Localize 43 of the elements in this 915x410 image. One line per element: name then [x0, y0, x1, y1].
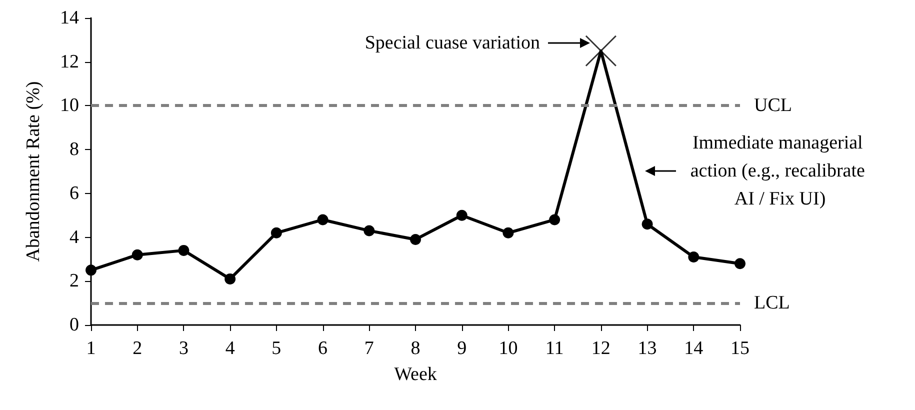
y-tick-label: 4 [70, 226, 80, 248]
point [270, 227, 282, 238]
x-tick-label: 12 [591, 338, 610, 359]
point [502, 227, 514, 238]
y-axis-title: Abandonment Rate (%) [23, 81, 44, 262]
x-tick-label: 14 [684, 338, 704, 359]
point [734, 258, 746, 270]
x-tick-label: 3 [178, 338, 188, 359]
point [178, 244, 190, 256]
point [317, 214, 328, 226]
point [456, 210, 468, 221]
y-tick-label: 12 [60, 51, 79, 72]
point [642, 218, 653, 230]
point [86, 264, 96, 276]
point [132, 249, 143, 260]
x-tick-label: 13 [638, 338, 657, 359]
point [688, 252, 700, 263]
y-tick-label: 10 [60, 95, 79, 116]
x-tick-label: 4 [225, 338, 236, 359]
x-tick-label: 6 [318, 338, 328, 359]
point [364, 225, 375, 236]
x-tick-label: 1 [86, 338, 96, 359]
x-tick-label: 7 [364, 338, 374, 359]
x-tick-label: 15 [730, 338, 750, 359]
y-tick-label: 14 [60, 8, 80, 28]
y-tick-label: 8 [70, 139, 79, 160]
point [410, 234, 421, 245]
y-tick-label: 6 [70, 182, 79, 204]
x-tick-label: 9 [457, 338, 467, 359]
ref-line-label: LCL [754, 292, 790, 314]
ref-line-label: UCL [754, 95, 792, 116]
x-tick-label: 8 [410, 338, 420, 359]
y-tick-label: 2 [70, 270, 79, 292]
x-tick-label: 10 [498, 338, 518, 359]
point [549, 214, 560, 226]
x-tick-label: 2 [132, 338, 142, 359]
y-tick-label: 0 [70, 314, 79, 336]
x-tick-label: 5 [272, 338, 282, 359]
x-axis-title: Week [394, 364, 438, 385]
annotation: Immediate managerial action (e.g., recalibrate AI / Fix UI) [690, 132, 870, 210]
point [224, 273, 236, 284]
x-tick-label: 11 [545, 338, 564, 359]
annotation: Special cuase variation [364, 32, 540, 54]
